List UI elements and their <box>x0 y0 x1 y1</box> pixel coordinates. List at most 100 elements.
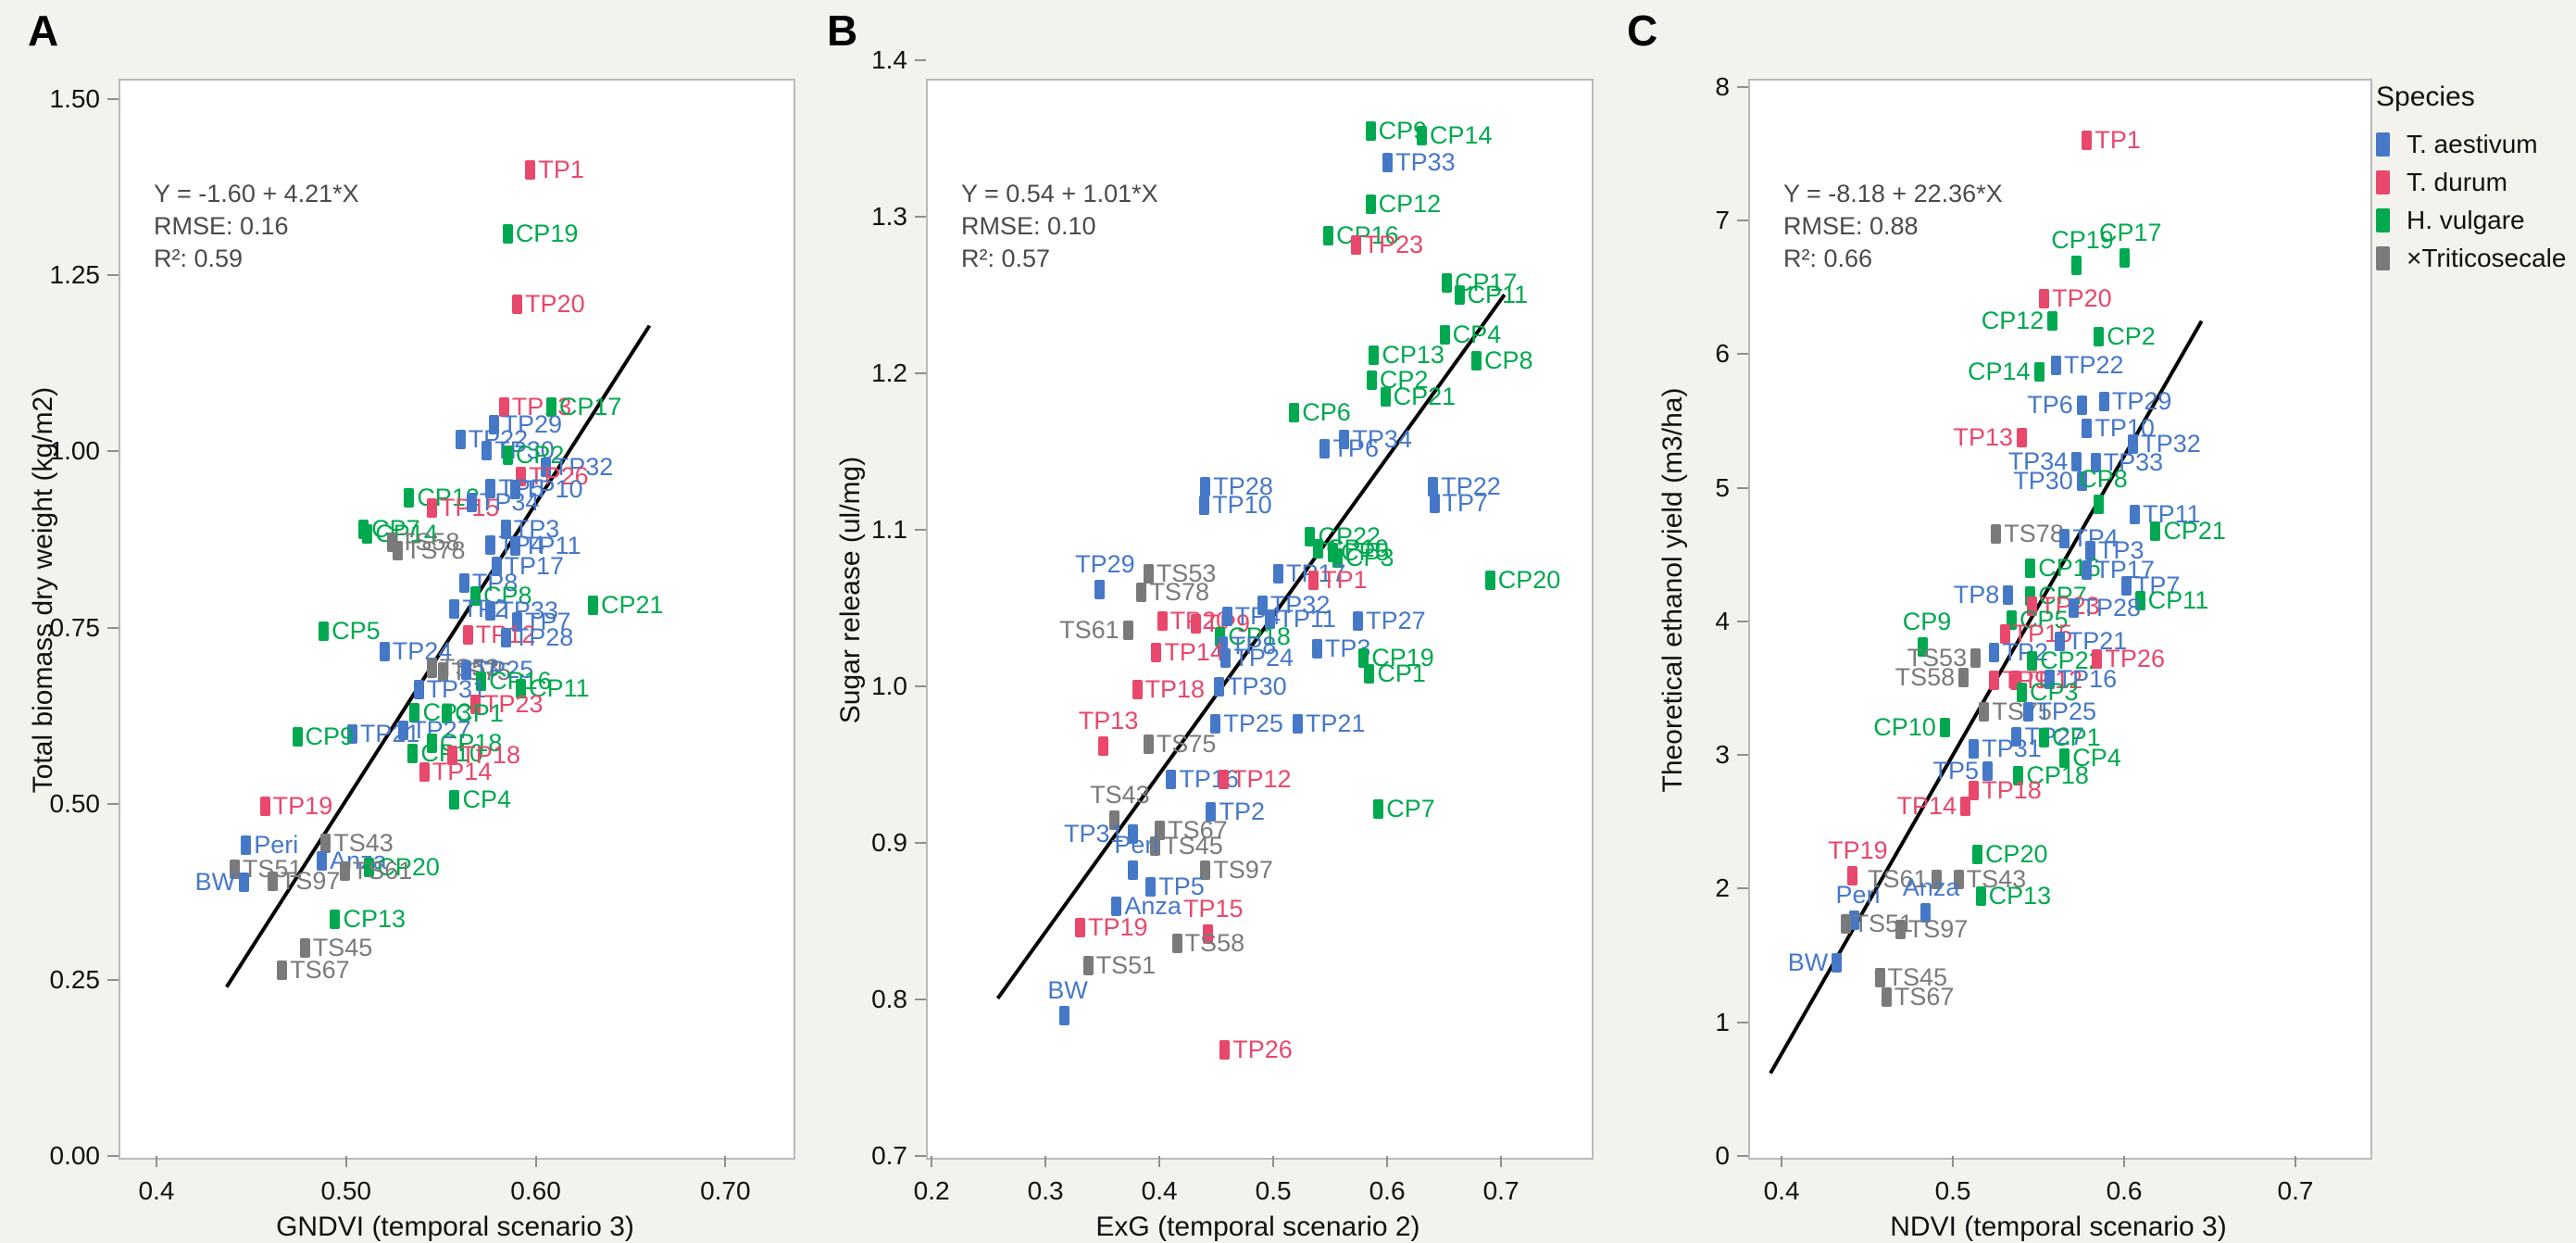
data-point[interactable] <box>1200 860 1211 880</box>
data-point[interactable] <box>2044 669 2055 689</box>
data-point[interactable] <box>516 466 527 486</box>
data-point[interactable] <box>1108 810 1119 830</box>
data-point[interactable] <box>320 833 331 853</box>
data-point[interactable] <box>2150 521 2161 541</box>
data-point[interactable] <box>1428 476 1439 496</box>
data-point[interactable] <box>386 532 397 552</box>
data-point[interactable] <box>1191 614 1202 634</box>
data-point[interactable] <box>1151 642 1162 662</box>
data-point[interactable] <box>2068 598 2079 619</box>
data-point[interactable] <box>462 625 473 646</box>
data-point[interactable] <box>1846 865 1857 885</box>
data-point[interactable] <box>2027 650 2038 671</box>
data-point[interactable] <box>1097 736 1108 757</box>
legend-item-durum[interactable]: T. durum <box>2376 168 2576 197</box>
data-point[interactable] <box>1122 621 1133 641</box>
data-point[interactable] <box>502 223 513 244</box>
data-point[interactable] <box>1429 494 1440 514</box>
data-point[interactable] <box>460 660 471 681</box>
data-point[interactable] <box>1311 639 1322 659</box>
data-point[interactable] <box>1970 647 1982 668</box>
data-point[interactable] <box>1339 429 1350 449</box>
data-point[interactable] <box>1365 195 1376 215</box>
data-point[interactable] <box>502 446 513 466</box>
data-point[interactable] <box>1075 918 1086 938</box>
data-point[interactable] <box>1332 548 1343 569</box>
data-point[interactable] <box>1273 564 1284 584</box>
data-point[interactable] <box>362 524 373 545</box>
data-point[interactable] <box>1127 860 1138 880</box>
data-point[interactable] <box>404 487 415 508</box>
data-point[interactable] <box>2071 255 2082 275</box>
data-point[interactable] <box>241 835 252 855</box>
data-point[interactable] <box>2009 671 2020 691</box>
data-point[interactable] <box>1143 564 1154 584</box>
data-point[interactable] <box>319 622 330 642</box>
data-point[interactable] <box>1094 580 1105 600</box>
data-point[interactable] <box>1358 648 1369 669</box>
data-point[interactable] <box>512 612 523 633</box>
data-point[interactable] <box>2059 529 2070 549</box>
data-point[interactable] <box>1217 635 1228 656</box>
data-point[interactable] <box>442 704 453 724</box>
data-point[interactable] <box>2017 683 2028 703</box>
data-point[interactable] <box>1218 769 1229 789</box>
data-point[interactable] <box>1975 885 1986 906</box>
data-point[interactable] <box>426 658 437 678</box>
data-point[interactable] <box>426 734 437 754</box>
data-point[interactable] <box>1214 676 1225 697</box>
data-point[interactable] <box>449 598 460 619</box>
data-point[interactable] <box>2071 451 2082 471</box>
data-point[interactable] <box>1136 583 1147 603</box>
data-point[interactable] <box>1442 272 1453 293</box>
data-point[interactable] <box>2003 584 2014 605</box>
data-point[interactable] <box>1982 761 1994 782</box>
data-point[interactable] <box>2054 632 2065 652</box>
data-point[interactable] <box>489 415 500 435</box>
data-point[interactable] <box>1143 734 1154 755</box>
data-point[interactable] <box>2017 427 2028 447</box>
data-point[interactable] <box>438 661 449 682</box>
data-point[interactable] <box>1111 896 1122 916</box>
data-point[interactable] <box>419 762 430 783</box>
data-point[interactable] <box>1058 1005 1069 1025</box>
data-point[interactable] <box>1969 738 1980 759</box>
data-point[interactable] <box>510 536 520 557</box>
legend-item-aestivum[interactable]: T. aestivum <box>2376 130 2576 159</box>
data-point[interactable] <box>1953 870 1964 890</box>
data-point[interactable] <box>1220 648 1232 669</box>
data-point[interactable] <box>1150 836 1161 857</box>
data-point[interactable] <box>1380 387 1391 408</box>
data-point[interactable] <box>330 909 341 929</box>
data-point[interactable] <box>1289 403 1300 423</box>
data-point[interactable] <box>1971 844 1982 864</box>
data-point[interactable] <box>516 678 527 698</box>
data-point[interactable] <box>2033 362 2045 382</box>
data-point[interactable] <box>1382 152 1394 172</box>
data-point[interactable] <box>1991 523 2002 544</box>
data-point[interactable] <box>2082 418 2093 438</box>
data-point[interactable] <box>498 397 509 418</box>
data-point[interactable] <box>1874 967 1885 987</box>
data-point[interactable] <box>1199 495 1210 515</box>
data-point[interactable] <box>364 858 375 878</box>
data-point[interactable] <box>259 796 270 816</box>
data-point[interactable] <box>510 480 520 500</box>
data-point[interactable] <box>409 702 420 722</box>
data-point[interactable] <box>1832 952 1843 973</box>
data-point[interactable] <box>398 720 409 740</box>
data-point[interactable] <box>1319 438 1331 458</box>
data-point[interactable] <box>500 628 511 648</box>
legend-item-triticosecale[interactable]: ×Triticosecale <box>2376 244 2576 273</box>
data-point[interactable] <box>485 600 496 621</box>
data-point[interactable] <box>1471 351 1482 371</box>
data-point[interactable] <box>1200 476 1211 496</box>
data-point[interactable] <box>485 534 496 555</box>
data-point[interactable] <box>470 586 481 607</box>
data-point[interactable] <box>470 695 481 715</box>
data-point[interactable] <box>458 572 469 593</box>
data-point[interactable] <box>1931 870 1942 890</box>
data-point[interactable] <box>2094 327 2105 347</box>
data-point[interactable] <box>1999 623 2010 644</box>
data-point[interactable] <box>455 429 466 449</box>
